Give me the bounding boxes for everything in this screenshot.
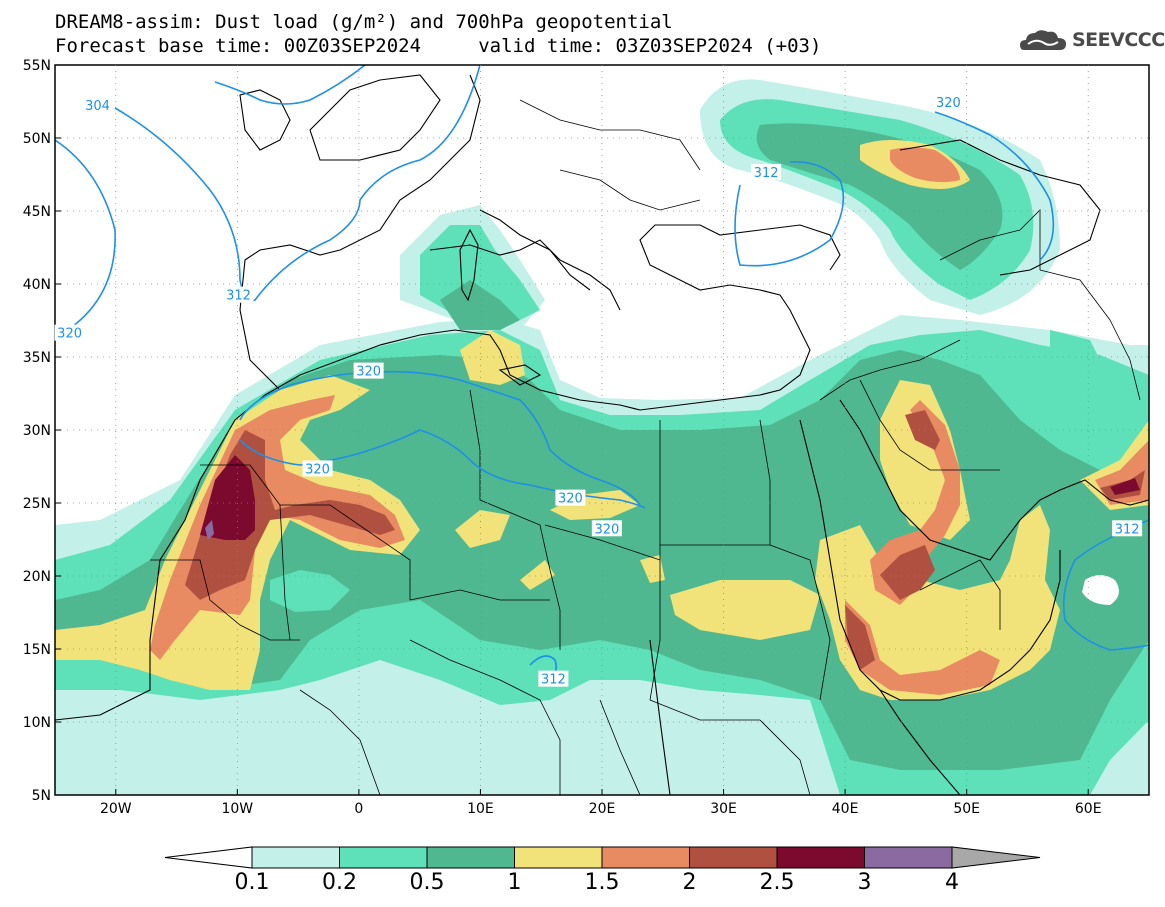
- colorbar-swatch: [601, 846, 690, 869]
- lon-tick-label: 40E: [832, 801, 859, 817]
- lon-tick-label: 30E: [710, 801, 737, 817]
- dust-level-3: [205, 520, 214, 540]
- colorbar-swatch: [251, 846, 340, 869]
- lon-tick-label: 10E: [467, 801, 494, 817]
- seevccc-logo: [1020, 30, 1066, 50]
- lat-tick-label: 35N: [23, 350, 51, 366]
- colorbar-level-label: 2.5: [759, 870, 795, 895]
- contour-labels: 304 312 320 320 320 320 320 312 320 312 312: [54, 93, 1143, 688]
- contour-label-bg: [933, 93, 964, 110]
- colorbar-level-label: 0.1: [234, 870, 270, 895]
- colorbar-under-triangle: [164, 846, 253, 869]
- contour-label: 320: [356, 365, 381, 380]
- country-borders: [150, 99, 1141, 795]
- contour-312-southeast: [1062, 519, 1149, 651]
- chart-subtitle: Forecast base time: 00Z03SEP2024 valid t…: [55, 35, 822, 57]
- lat-tick-label: 20N: [23, 569, 51, 585]
- contour-label-bg: [82, 96, 113, 113]
- contour-320-sahara: [239, 370, 641, 506]
- colorbar-swatch: [864, 846, 953, 869]
- lat-tick-label: 10N: [23, 715, 51, 731]
- colorbar-swatch: [514, 846, 603, 869]
- colorbar-level-label: 3: [857, 870, 872, 895]
- lon-tick-label: 20W: [100, 801, 132, 817]
- colorbar-swatch: [426, 846, 515, 869]
- lat-tick-label: 15N: [23, 642, 51, 658]
- colorbar-level-label: 2: [682, 870, 697, 895]
- contour-312-east: [734, 161, 845, 267]
- contour-label-bg: [353, 362, 384, 379]
- contour-label-bg: [302, 460, 333, 477]
- contour-312-west: [114, 65, 481, 302]
- colorbar-level-label: 1.5: [584, 870, 620, 895]
- colorbar-level-label: 0.2: [322, 870, 357, 895]
- lat-tick-label: 5N: [32, 788, 51, 804]
- lon-tick-label: 0: [354, 801, 363, 817]
- contour-label: 320: [594, 522, 619, 537]
- lon-tick-label: 50E: [953, 801, 980, 817]
- chart-title: DREAM8-assim: Dust load (g/m²) and 700hP…: [55, 11, 673, 33]
- contour-label-bg: [591, 520, 622, 537]
- colorbar-over-triangle: [951, 846, 1041, 869]
- contour-label-bg: [538, 670, 569, 687]
- contour-label: 320: [305, 462, 330, 477]
- colorbar: [164, 846, 1041, 869]
- lon-tick-label: 20E: [589, 801, 616, 817]
- colorbar-swatch: [776, 846, 865, 869]
- lon-tick-label: 10W: [221, 801, 253, 817]
- contour-320-west: [55, 139, 116, 336]
- logo-text: SEEVCCC: [1072, 29, 1165, 51]
- contour-label: 320: [558, 492, 583, 507]
- lat-tick-label: 45N: [23, 204, 51, 220]
- contour-label-bg: [555, 489, 586, 506]
- contour-label: 312: [226, 289, 251, 304]
- colorbar-level-label: 4: [945, 870, 959, 895]
- lat-tick-label: 50N: [23, 131, 51, 147]
- colorbar-swatch: [689, 846, 778, 869]
- contour-label: 304: [85, 99, 110, 114]
- contour-label-bg: [223, 286, 254, 303]
- contour-label: 312: [1115, 522, 1140, 537]
- contour-304: [214, 65, 366, 105]
- contour-label: 320: [936, 96, 961, 111]
- lat-tick-label: 40N: [23, 277, 51, 293]
- contour-label: 312: [754, 166, 779, 181]
- colorbar-level-label: 0.5: [409, 870, 445, 895]
- coastlines: [55, 74, 1149, 795]
- lon-tick-label: 60E: [1075, 801, 1102, 817]
- gridlines: [55, 65, 1149, 795]
- colorbar-level-label: 1: [507, 870, 522, 895]
- contour-label-bg: [54, 324, 85, 341]
- contour-label-bg: [1112, 520, 1143, 537]
- colorbar-swatch: [339, 846, 428, 869]
- lat-tick-label: 30N: [23, 423, 51, 439]
- lat-tick-label: 25N: [23, 496, 51, 512]
- axis-ticks: 55N 50N 45N 40N 35N 30N 25N 20N 15N 10N 5N 20W 10W 0 1…: [23, 58, 1102, 817]
- cloud-icon: [1020, 30, 1066, 50]
- contour-label: 320: [57, 327, 82, 342]
- lat-tick-label: 55N: [23, 58, 51, 74]
- contour-label: 312: [541, 673, 566, 688]
- contour-label-bg: [751, 164, 782, 181]
- contour-320-east: [934, 111, 1055, 261]
